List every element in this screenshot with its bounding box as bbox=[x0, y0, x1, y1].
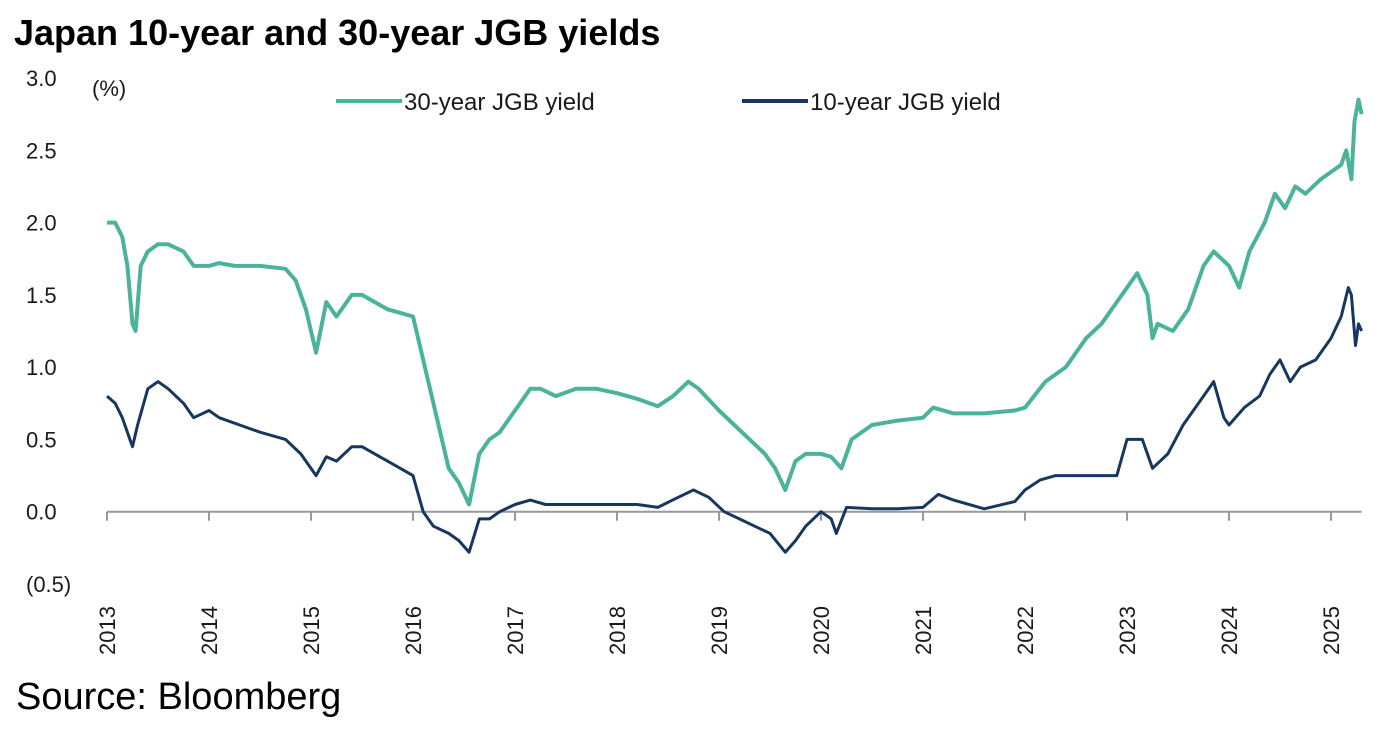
source-note: Source: Bloomberg bbox=[16, 676, 342, 718]
y-tick-label: 2.5 bbox=[26, 138, 57, 163]
x-tick-label: 2023 bbox=[1115, 606, 1140, 655]
x-tick-label: 2016 bbox=[401, 606, 426, 655]
x-axis-ticks: 2013 2014 2015 2016 2017 2018 2019 2020 2021 2022… bbox=[95, 511, 1344, 655]
x-tick-label: 2013 bbox=[95, 606, 120, 655]
legend: 30-year JGB yield 10-year JGB yield bbox=[336, 89, 1001, 116]
x-tick-label: 2018 bbox=[605, 606, 630, 655]
x-tick-label: 2021 bbox=[911, 606, 936, 655]
x-tick-label: 2025 bbox=[1319, 606, 1344, 655]
x-tick-label: 2014 bbox=[197, 606, 222, 655]
x-tick-label: 2020 bbox=[809, 606, 834, 655]
series-lines bbox=[106, 97, 1364, 554]
legend-label-30-year: 30-year JGB yield bbox=[404, 89, 595, 116]
x-tick-label: 2019 bbox=[707, 606, 732, 655]
series-line-30-year bbox=[107, 97, 1364, 507]
y-axis-tick-labels: 3.0 2.5 2.0 1.5 1.0 0.5 0.0 (0.5) bbox=[26, 66, 71, 597]
x-tick-label: 2017 bbox=[503, 606, 528, 655]
chart-title: Japan 10-year and 30-year JGB yields bbox=[14, 12, 661, 53]
legend-label-10-year: 10-year JGB yield bbox=[810, 89, 1001, 116]
x-tick-label: 2022 bbox=[1013, 606, 1038, 655]
y-axis-unit-label: (%) bbox=[92, 76, 126, 101]
y-tick-label: 3.0 bbox=[26, 66, 57, 91]
series-line-10-year bbox=[106, 286, 1363, 554]
y-tick-label: 2.0 bbox=[26, 211, 57, 236]
y-tick-label: 0.5 bbox=[26, 427, 57, 452]
y-tick-label: (0.5) bbox=[26, 572, 71, 597]
y-tick-label: 1.5 bbox=[26, 283, 57, 308]
x-tick-label: 2015 bbox=[299, 606, 324, 655]
x-tick-label: 2024 bbox=[1217, 606, 1242, 655]
y-tick-label: 1.0 bbox=[26, 355, 57, 380]
y-tick-label: 0.0 bbox=[26, 500, 57, 525]
